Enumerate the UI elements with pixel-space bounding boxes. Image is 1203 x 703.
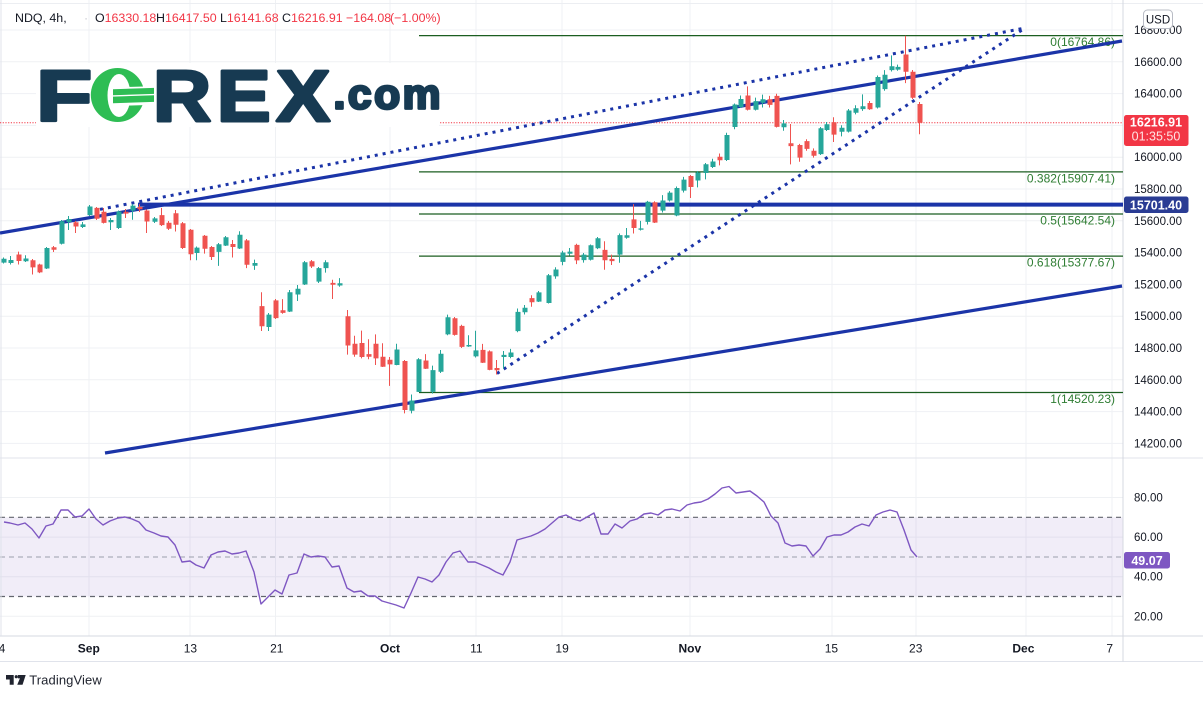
svg-text:21: 21	[270, 642, 284, 656]
svg-text:13: 13	[184, 642, 198, 656]
svg-text:Sep: Sep	[78, 642, 100, 656]
svg-text:14600.00: 14600.00	[1134, 375, 1182, 387]
svg-text:19: 19	[555, 642, 569, 656]
svg-text:49.07: 49.07	[1131, 554, 1162, 568]
svg-text:16600.00: 16600.00	[1134, 57, 1182, 69]
svg-text:0.618(15377.67): 0.618(15377.67)	[1027, 256, 1115, 270]
svg-text:15: 15	[825, 642, 839, 656]
svg-text:20.00: 20.00	[1134, 611, 1163, 623]
svg-text:Oct: Oct	[380, 642, 400, 656]
svg-text:TradingView: TradingView	[29, 672, 102, 687]
svg-text:4: 4	[0, 642, 6, 656]
svg-text:.com: .com	[334, 71, 444, 118]
svg-text:80.00: 80.00	[1134, 493, 1163, 505]
svg-text:F: F	[36, 56, 92, 137]
svg-text:15600.00: 15600.00	[1134, 216, 1182, 228]
svg-text:40.00: 40.00	[1134, 572, 1163, 584]
svg-text:REX: REX	[153, 57, 336, 137]
svg-text:USD: USD	[1146, 15, 1170, 27]
svg-text:16400.00: 16400.00	[1134, 89, 1182, 101]
svg-text:14200.00: 14200.00	[1134, 438, 1182, 450]
svg-text:7: 7	[1106, 642, 1113, 656]
svg-text:15400.00: 15400.00	[1134, 248, 1182, 260]
svg-text:0.382(15907.41): 0.382(15907.41)	[1027, 171, 1115, 185]
svg-text:1(14520.23): 1(14520.23)	[1050, 392, 1115, 406]
svg-text:11: 11	[470, 642, 483, 656]
svg-text:60.00: 60.00	[1134, 532, 1163, 544]
svg-text:23: 23	[909, 642, 923, 656]
svg-text:14800.00: 14800.00	[1134, 343, 1182, 355]
svg-text:15800.00: 15800.00	[1134, 184, 1182, 196]
svg-text:16000.00: 16000.00	[1134, 152, 1182, 164]
svg-text:15000.00: 15000.00	[1134, 311, 1182, 323]
svg-text:0.5(15642.54): 0.5(15642.54)	[1040, 214, 1115, 228]
svg-text:Dec: Dec	[1012, 642, 1034, 656]
svg-text:16216.91: 16216.91	[1130, 116, 1182, 130]
svg-text:15200.00: 15200.00	[1134, 279, 1182, 291]
svg-text:01:35:50: 01:35:50	[1132, 130, 1181, 144]
svg-text:14400.00: 14400.00	[1134, 407, 1182, 419]
svg-text:Nov: Nov	[678, 642, 701, 656]
svg-text:15701.40: 15701.40	[1130, 198, 1182, 212]
